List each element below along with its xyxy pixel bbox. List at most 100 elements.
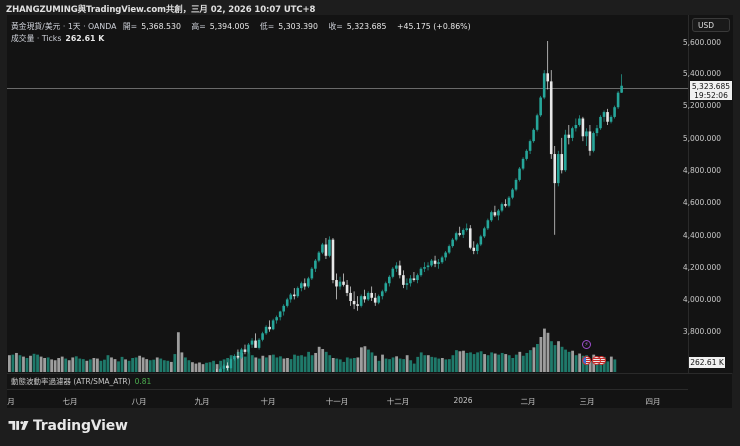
candle [342,281,345,285]
volume-bar [539,337,543,372]
candle [476,244,479,251]
volume-bar [458,351,462,372]
volume-bar [550,341,553,372]
candle [254,340,257,348]
volume-bar [483,354,486,372]
volume-bar [113,359,117,372]
candle [345,284,349,293]
indicator-value: 0.81 [134,377,152,386]
candle [310,268,314,279]
volume-bar [560,346,564,372]
volume-bar [103,359,106,372]
candle [335,280,338,287]
chart-pane[interactable] [7,15,732,408]
candle [549,81,553,155]
volume-bar [602,356,606,372]
last-price-line [7,88,688,89]
candle [419,268,423,276]
tradingview-brand[interactable]: TradingView [8,418,128,434]
us-flag-event-icon[interactable] [592,356,601,365]
symbol-label[interactable]: 黃金現貨/美元 · 1天 · OANDA [11,22,117,31]
volume-bar [240,352,244,372]
candle [416,275,419,281]
last-price-tag: 5,323.685 19:52:06 [690,81,732,100]
candle [423,267,426,269]
volume-bar [11,354,15,372]
volume-bar [571,350,574,372]
volume-bar [307,351,310,372]
volume-bar [184,357,187,372]
candle [426,265,430,268]
us-flag-event-icon[interactable] [582,356,591,365]
volume-bar [243,356,247,372]
price-tick: 5,000.000 [682,134,721,143]
volume-bar [374,355,377,372]
volume-bar [525,352,529,372]
volume-bar [74,356,78,372]
time-axis[interactable] [7,389,688,409]
candle [504,204,507,206]
volume-bar [448,359,451,372]
tradingview-logo-icon [8,421,29,430]
candle [314,260,317,269]
volume-bar [57,358,61,372]
price-axis[interactable]: 5,600.000 5,400.000 5,200.000 5,000.000 4,80… [683,15,733,373]
candle [373,297,377,303]
volume-legend: 成交量 · Ticks 262.61 K [11,33,104,44]
candle [328,239,331,256]
volume-bar [124,359,127,372]
candle [595,128,599,134]
candle [352,301,356,305]
candle [303,283,307,287]
volume-bar [472,354,476,372]
lightning-event-icon[interactable]: ⚡ [582,340,591,349]
candle [578,118,581,125]
volume-bar [338,359,342,372]
time-tick: 九月 [194,397,210,406]
volume-bar [321,349,325,372]
time-tick: 四月 [645,397,661,406]
volume-bar [261,355,265,372]
candle [458,233,461,235]
volume-bar [356,357,360,372]
volume-bar [352,358,356,372]
candle [564,134,567,171]
volume-bar [201,364,205,372]
volume-bar [78,358,82,372]
volume-bar [567,351,571,372]
volume-bar [310,355,314,372]
candle [317,252,321,261]
candle [465,228,469,230]
volume-bar [22,356,25,372]
candle [490,212,493,221]
volume-bar [194,363,198,372]
volume-bar [444,359,448,372]
price-tick: 4,800.000 [682,166,721,175]
volume-bar [486,355,490,372]
candle [585,131,588,137]
candle [285,299,289,306]
candle [556,154,560,184]
volume-label[interactable]: 成交量 · Ticks [11,34,62,43]
volume-bar [286,358,289,372]
candle [402,275,405,285]
candle [599,116,602,129]
volume-bar [120,356,124,372]
indicator-pane[interactable] [7,373,732,390]
candle [264,326,268,334]
candle [271,320,275,330]
candle [500,204,504,211]
candle [268,326,271,330]
volume-bar [388,359,391,372]
currency-button[interactable]: USD [692,18,730,32]
volume-bar [264,357,268,372]
volume-bar [29,355,32,372]
chart-caption: ZHANGZUMING與TradingView.com共創，三月 02, 202… [6,5,316,15]
indicator-name[interactable]: 動態波動率過濾器 (ATR/SMA_ATR) [11,377,131,386]
volume-bar [303,356,307,372]
candle [440,257,444,263]
candle [247,344,250,352]
time-tick: 月 [7,397,15,406]
volume-bar [370,352,374,372]
